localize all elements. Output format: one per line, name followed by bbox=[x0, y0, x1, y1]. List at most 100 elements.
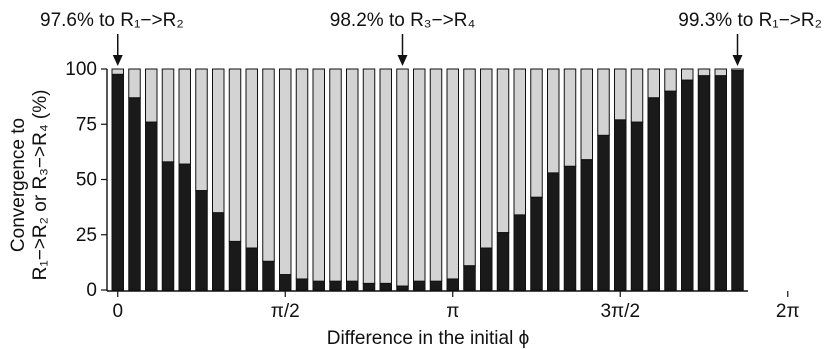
bar-segment-converged bbox=[731, 70, 744, 291]
bar-segment-other bbox=[111, 68, 124, 75]
bar-segment-converged bbox=[295, 278, 309, 291]
bar-segment-converged bbox=[647, 97, 660, 291]
bar-segment-other bbox=[295, 68, 309, 280]
bar-segment-converged bbox=[463, 265, 476, 291]
bar-segment-converged bbox=[111, 73, 124, 291]
bar-segment-other bbox=[245, 68, 258, 249]
bar-segment-converged bbox=[212, 212, 225, 291]
bar-segment-converged bbox=[178, 163, 191, 291]
y-tick-label: 0 bbox=[86, 280, 97, 301]
bar-segment-converged bbox=[413, 280, 426, 291]
bar-segment-other bbox=[178, 68, 191, 165]
x-tick-label: π/2 bbox=[271, 301, 300, 322]
bar-segment-other bbox=[630, 68, 644, 123]
ticks-group: 0 25 50 75 100 0 π/2 π 3π/2 2π bbox=[65, 59, 799, 322]
bar-segment-converged bbox=[195, 190, 208, 291]
bar-segment-converged bbox=[161, 161, 175, 291]
bar-segment-other bbox=[547, 68, 560, 174]
y-tick-label: 50 bbox=[76, 170, 97, 191]
bar-segment-converged bbox=[245, 247, 258, 291]
bar-segment-other bbox=[413, 68, 426, 282]
bar-segment-converged bbox=[429, 280, 443, 291]
bar-segment-other bbox=[329, 68, 342, 282]
bar-segment-converged bbox=[580, 159, 593, 291]
bar-segment-converged bbox=[396, 285, 409, 291]
annotation-arrow-head bbox=[112, 55, 123, 66]
x-tick-label: 2π bbox=[776, 301, 800, 322]
bar-segment-converged bbox=[547, 172, 560, 291]
bar-segment-other bbox=[614, 68, 627, 121]
bar-segment-other bbox=[195, 68, 208, 192]
bar-segment-other bbox=[681, 68, 694, 81]
bar-segment-other bbox=[346, 68, 359, 282]
bar-segment-converged bbox=[446, 278, 459, 291]
y-axis-title: Convergence to R₁−>R₂ or R₃−>R₄ (%) bbox=[8, 90, 51, 281]
bar-segment-other bbox=[228, 68, 242, 242]
bar-segment-converged bbox=[614, 119, 627, 291]
y-axis-title-line2: R₁−>R₂ or R₃−>R₄ (%) bbox=[30, 90, 51, 281]
bar-segment-other bbox=[513, 68, 526, 216]
bar-segment-other bbox=[530, 68, 543, 198]
bar-segment-other bbox=[145, 68, 158, 123]
bar-segment-other bbox=[731, 68, 744, 72]
x-tick-label: 3π/2 bbox=[600, 301, 640, 322]
x-axis-title: Difference in the initial ϕ bbox=[327, 328, 530, 349]
bar-segment-converged bbox=[228, 240, 242, 291]
bar-segment-converged bbox=[681, 79, 694, 291]
bar-segment-other bbox=[563, 68, 577, 167]
bars-group bbox=[111, 68, 744, 291]
bar-segment-converged bbox=[664, 90, 677, 291]
bar-segment-converged bbox=[597, 134, 610, 291]
bar-segment-converged bbox=[262, 260, 275, 291]
bar-segment-other bbox=[714, 68, 727, 77]
annotation-arrow-head bbox=[732, 55, 743, 66]
bar-segment-other bbox=[446, 68, 459, 280]
bar-segment-converged bbox=[530, 196, 543, 291]
bar-segment-converged bbox=[312, 280, 325, 291]
bar-segment-other bbox=[312, 68, 325, 282]
bar-segment-converged bbox=[513, 214, 526, 291]
bar-segment-converged bbox=[630, 121, 644, 291]
annotations-group: 97.6% to R₁−>R₂ 98.2% to R₃−>R₄ 99.3% to R… bbox=[40, 10, 822, 66]
bar-segment-other bbox=[480, 68, 493, 249]
bar-segment-other bbox=[580, 68, 593, 161]
bar-segment-other bbox=[647, 68, 660, 99]
bar-segment-other bbox=[128, 68, 141, 99]
bar-segment-other bbox=[429, 68, 443, 282]
bar-segment-converged bbox=[346, 280, 359, 291]
bar-segment-other bbox=[362, 68, 376, 284]
bar-segment-other bbox=[664, 68, 677, 92]
bar-segment-other bbox=[379, 68, 392, 284]
bar-segment-other bbox=[396, 68, 409, 287]
y-axis-title-line1: Convergence to bbox=[8, 118, 29, 252]
bar-segment-other bbox=[161, 68, 175, 163]
annotation-label: 97.6% to R₁−>R₂ bbox=[40, 10, 184, 31]
bar-segment-converged bbox=[697, 75, 711, 291]
y-tick-label: 100 bbox=[65, 59, 97, 80]
x-tick-label: π bbox=[446, 301, 459, 322]
annotation-label: 99.3% to R₁−>R₂ bbox=[678, 10, 822, 31]
y-tick-label: 75 bbox=[76, 114, 97, 135]
bar-segment-converged bbox=[563, 165, 577, 291]
y-tick-label: 25 bbox=[76, 225, 97, 246]
bar-segment-converged bbox=[279, 274, 292, 291]
bar-segment-other bbox=[212, 68, 225, 214]
bar-segment-converged bbox=[496, 232, 510, 291]
bar-segment-converged bbox=[714, 75, 727, 291]
bar-segment-other bbox=[262, 68, 275, 262]
bar-segment-other bbox=[279, 68, 292, 276]
bar-segment-other bbox=[597, 68, 610, 136]
bar-segment-converged bbox=[145, 121, 158, 291]
x-tick-label: 0 bbox=[112, 301, 123, 322]
bar-segment-converged bbox=[480, 247, 493, 291]
bar-segment-converged bbox=[379, 282, 392, 291]
bar-segment-other bbox=[496, 68, 510, 234]
bar-segment-other bbox=[463, 68, 476, 267]
annotation-arrow-head bbox=[397, 55, 408, 66]
bar-segment-other bbox=[697, 68, 711, 77]
bar-segment-converged bbox=[329, 280, 342, 291]
annotation-label: 98.2% to R₃−>R₄ bbox=[330, 10, 476, 31]
bar-segment-converged bbox=[128, 97, 141, 291]
bar-segment-converged bbox=[362, 282, 376, 291]
